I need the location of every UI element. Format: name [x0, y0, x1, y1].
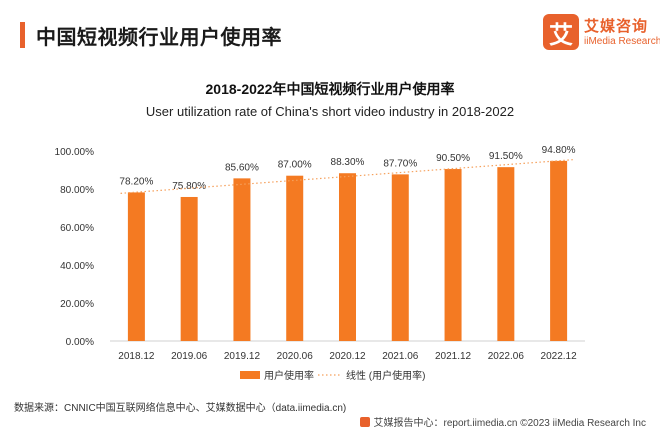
- copyright-note: 艾媒报告中心：report.iimedia.cn ©2023 iiMedia R…: [359, 414, 646, 429]
- bar-2018.12: [127, 192, 145, 341]
- data-label: 91.50%: [489, 151, 523, 162]
- chart-title: 2018-2022年中国短视频行业用户使用率: [205, 81, 455, 97]
- data-label: 87.70%: [383, 158, 417, 169]
- iimedia-logo: 艾 艾媒咨询 iiMedia Research: [543, 14, 660, 54]
- x-tick-label: 2020.12: [329, 351, 366, 362]
- x-tick-label: 2022.06: [488, 351, 525, 362]
- y-tick-label: 60.00%: [60, 223, 94, 234]
- title-accent-bar: [20, 22, 25, 48]
- bar-2021.06: [391, 174, 409, 341]
- data-label: 94.80%: [542, 145, 576, 156]
- legend-trend-label: 线性 (用户使用率): [346, 369, 425, 382]
- y-tick-label: 80.00%: [60, 185, 94, 196]
- page-title: 中国短视频行业用户使用率: [36, 27, 282, 49]
- bar-2020.12: [339, 173, 356, 341]
- copyright-text: 艾媒报告中心：report.iimedia.cn ©2023 iiMedia R…: [373, 418, 646, 429]
- legend-bar-label: 用户使用率: [264, 369, 314, 382]
- chart-subtitle: User utilization rate of China's short v…: [145, 104, 515, 119]
- x-tick-label: 2019.12: [224, 351, 261, 362]
- bar-2022.06: [497, 167, 515, 341]
- logo-english-name: iiMedia Research: [584, 36, 660, 47]
- data-label: 88.30%: [331, 157, 365, 168]
- x-tick-label: 2020.06: [277, 351, 314, 362]
- legend-bar-swatch: [240, 371, 260, 379]
- bar-2019.06: [180, 196, 198, 341]
- data-label: 78.20%: [119, 176, 153, 187]
- y-tick-label: 20.00%: [60, 299, 94, 310]
- bar-2020.06: [286, 175, 304, 341]
- x-tick-label: 2019.06: [171, 351, 208, 362]
- y-tick-label: 100.00%: [55, 147, 95, 158]
- data-label: 90.50%: [436, 153, 470, 164]
- bar-2021.12: [444, 169, 462, 341]
- bar-2022.12: [550, 160, 568, 341]
- data-label: 85.60%: [225, 162, 259, 173]
- bar-2019.12: [233, 178, 251, 341]
- small-logo-icon: [359, 417, 370, 427]
- x-tick-label: 2018.12: [118, 351, 155, 362]
- y-tick-label: 40.00%: [60, 261, 94, 272]
- data-label: 75.80%: [172, 181, 206, 192]
- x-tick-label: 2021.06: [382, 351, 419, 362]
- data-label: 87.00%: [278, 160, 312, 171]
- x-tick-label: 2021.12: [435, 351, 472, 362]
- data-source-note: 数据来源：CNNIC中国互联网络信息中心、艾媒数据中心（data.iimedia…: [14, 403, 347, 414]
- y-tick-label: 0.00%: [66, 337, 94, 348]
- x-tick-label: 2022.12: [541, 351, 578, 362]
- logo-mark-icon: 艾: [543, 14, 579, 50]
- logo-chinese-name: 艾媒咨询: [584, 18, 649, 35]
